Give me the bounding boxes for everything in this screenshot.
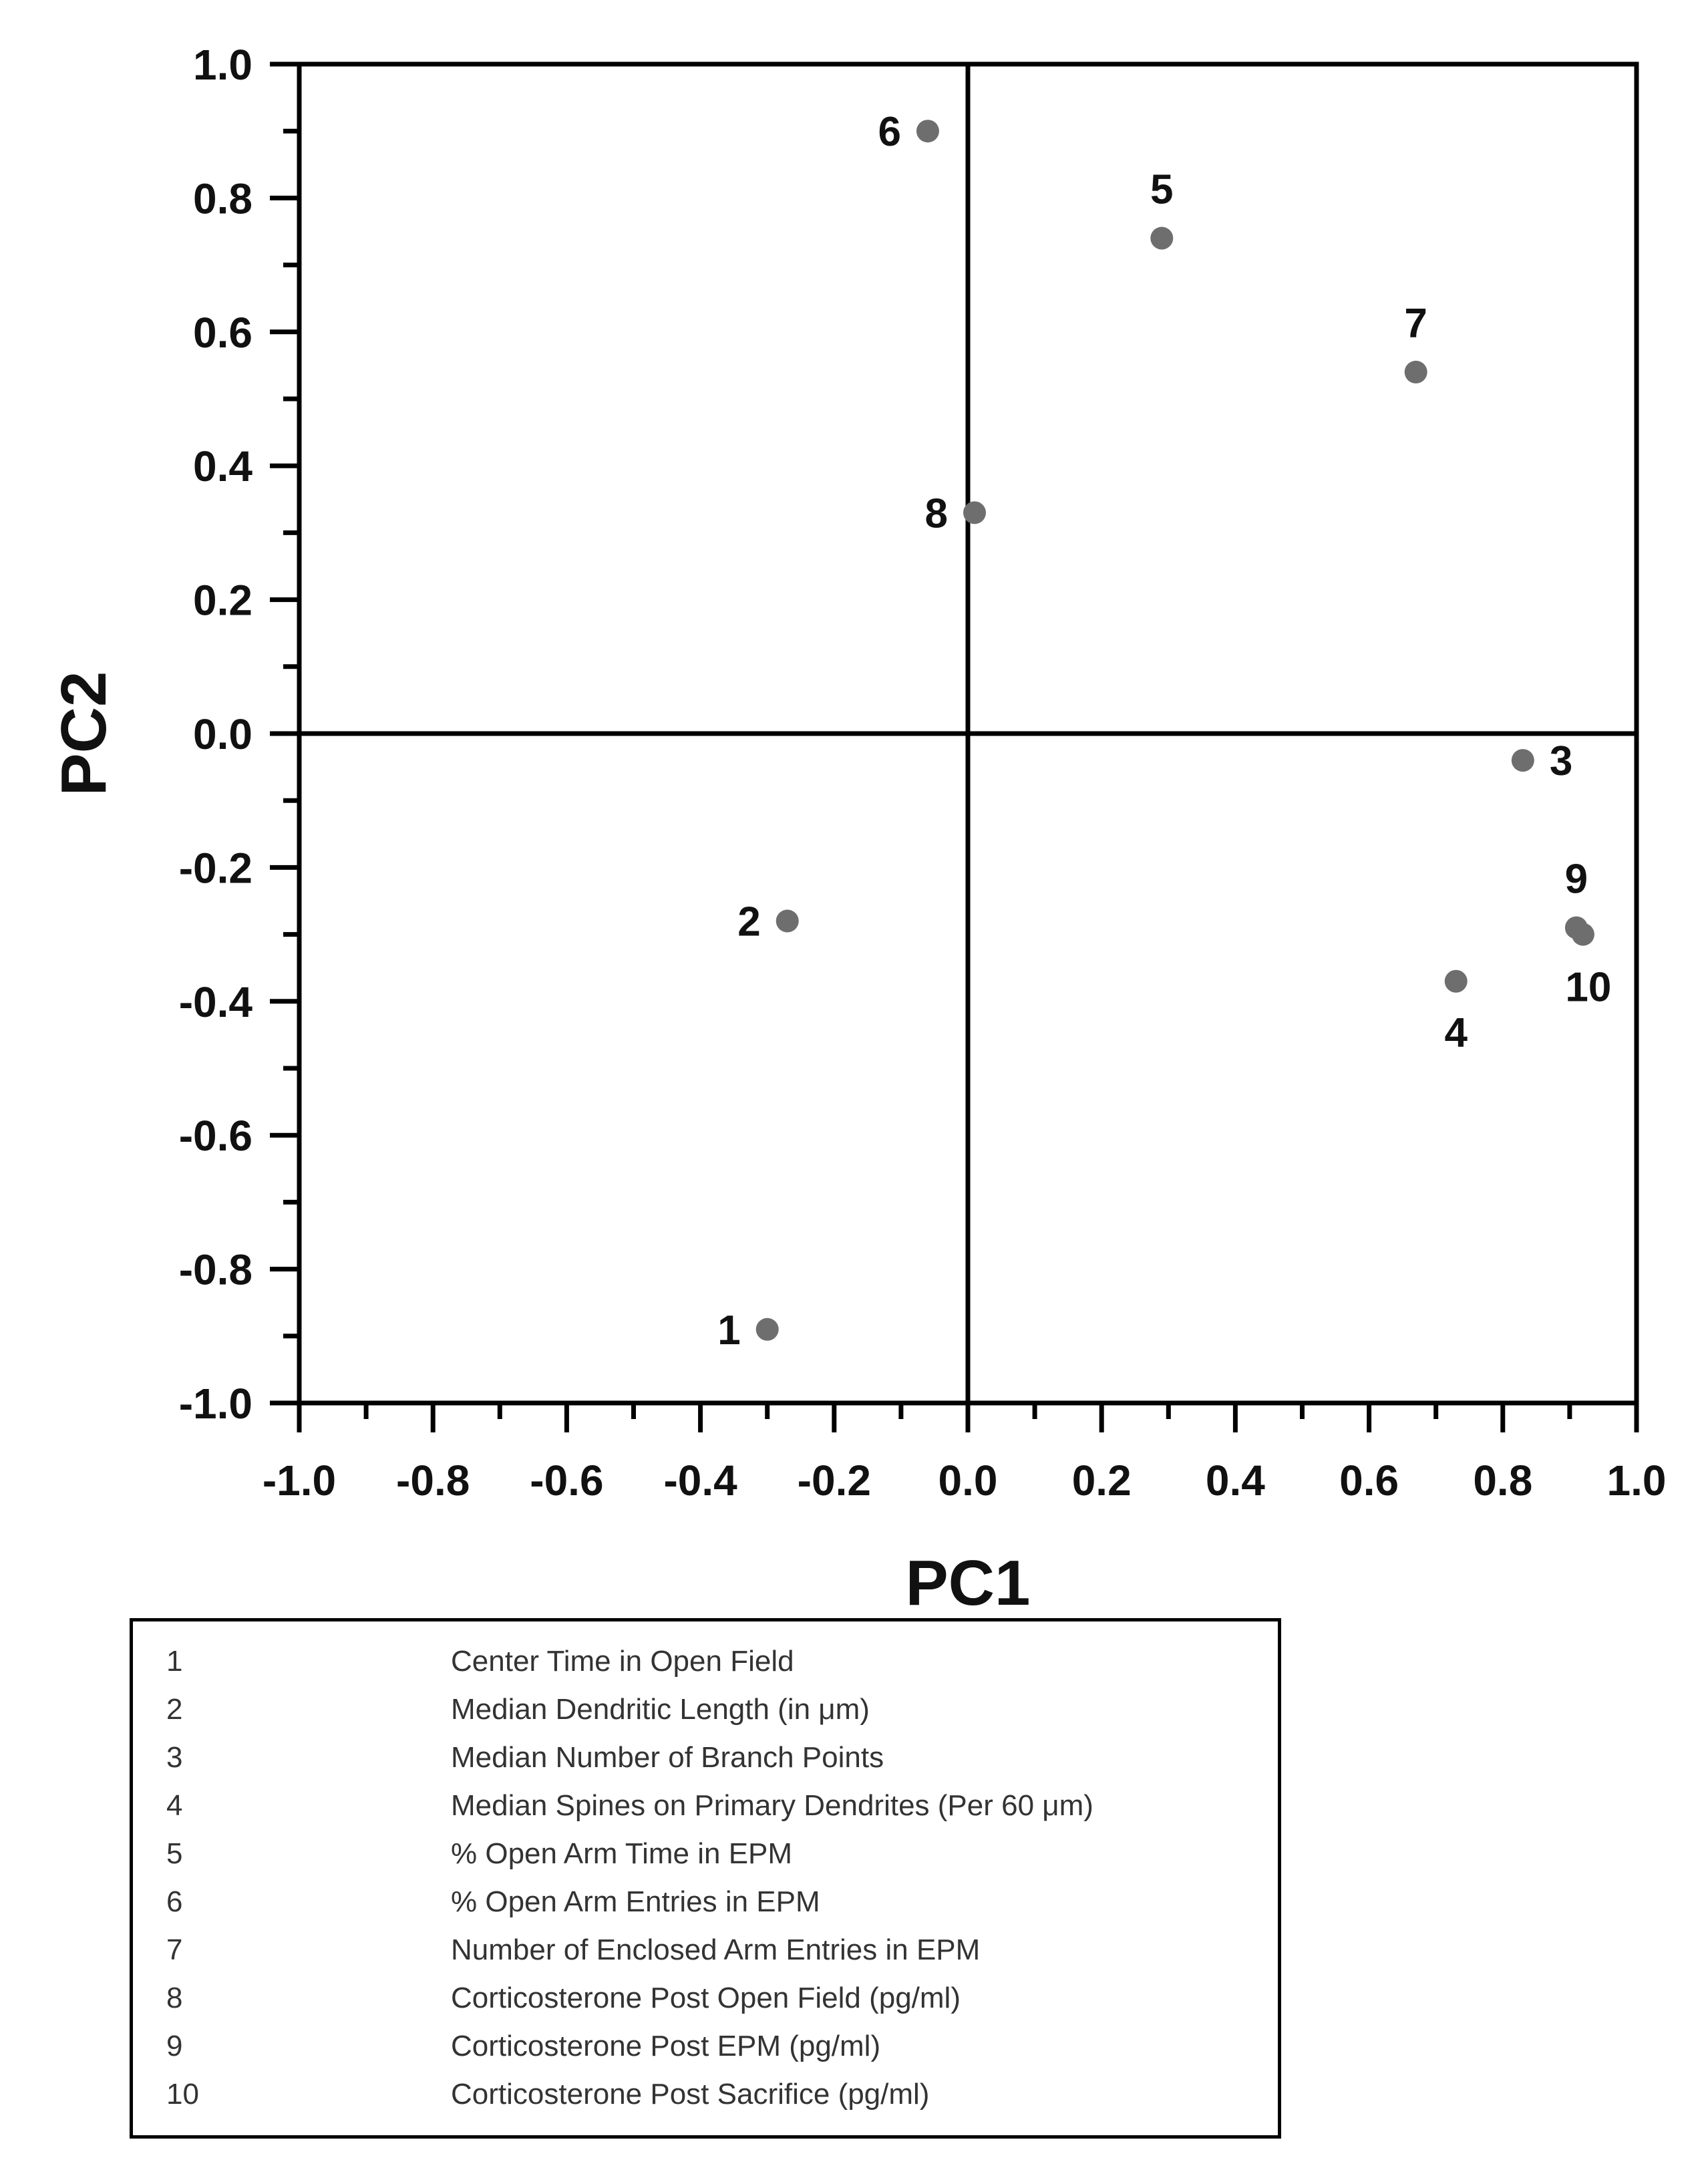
legend-description: Median Number of Branch Points — [451, 1741, 884, 1774]
point-label: 7 — [1404, 301, 1427, 347]
y-tick-label: -0.6 — [179, 1112, 252, 1160]
axis-ticks — [270, 61, 1639, 1432]
x-tick-label: 0.0 — [938, 1456, 998, 1505]
legend-description: % Open Arm Entries in EPM — [451, 1885, 820, 1918]
legend-row: 2 Median Dendritic Length (in μm) — [133, 1686, 1278, 1734]
y-tick-label: 0.8 — [193, 174, 252, 222]
legend-description: Number of Enclosed Arm Entries in EPM — [451, 1933, 981, 1966]
x-tick-label: 0.2 — [1072, 1456, 1132, 1505]
x-tick-label: 1.0 — [1607, 1456, 1667, 1505]
legend-row: 4 Median Spines on Primary Dendrites (Per… — [133, 1782, 1278, 1830]
x-tick-label: -1.0 — [263, 1456, 336, 1505]
x-tick-label: -0.8 — [396, 1456, 470, 1505]
reference-lines — [299, 64, 1637, 1403]
point-label: 3 — [1550, 738, 1572, 784]
legend-row: 10 Corticosterone Post Sacrifice (pg/ml) — [133, 2070, 1278, 2119]
legend-number: 8 — [166, 1982, 183, 2014]
y-tick-label: 0.6 — [193, 309, 252, 357]
legend-description: Median Spines on Primary Dendrites (Per … — [451, 1789, 1093, 1822]
legend-number: 6 — [166, 1885, 183, 1918]
y-tick-label: 0.0 — [193, 710, 252, 758]
legend-box: 1 Center Time in Open Field 2 Median Dendri… — [130, 1618, 1281, 2139]
axis-tick-labels: -1.0 -0.8 -0.6 -0.4 -0.2 0.0 0.2 0.4 0.6 0.8 1.0 1.… — [179, 41, 1667, 1505]
x-tick-label: -0.4 — [663, 1456, 737, 1505]
x-tick-label: -0.6 — [530, 1456, 603, 1505]
point-label: 8 — [925, 490, 948, 536]
legend-description: % Open Arm Time in EPM — [451, 1837, 793, 1870]
point-label: 2 — [737, 899, 760, 945]
x-tick-label: -0.2 — [798, 1456, 871, 1505]
x-tick-label: 0.6 — [1339, 1456, 1399, 1505]
y-tick-label: 0.2 — [193, 577, 252, 625]
legend-description: Median Dendritic Length (in μm) — [451, 1693, 870, 1726]
point-label: 5 — [1150, 167, 1173, 213]
data-point — [1444, 969, 1468, 993]
legend-number: 2 — [166, 1693, 183, 1726]
legend-number: 10 — [166, 2078, 199, 2111]
x-tick-label: 0.8 — [1473, 1456, 1532, 1505]
legend-description: Corticosterone Post EPM (pg/ml) — [451, 2030, 881, 2062]
point-label: 4 — [1444, 1010, 1468, 1056]
legend-row: 3 Median Number of Branch Points — [133, 1734, 1278, 1782]
scatter-chart: PC2 PC1 -1.0 -0.8 -0.6 -0.4 -0.2 0.0 0.2 0.4 0.6… — [48, 41, 1667, 1617]
y-tick-label: -0.4 — [179, 978, 253, 1026]
data-points: 1 2 3 4 5 6 7 8 9 10 — [717, 109, 1611, 1354]
x-tick-label: 0.4 — [1206, 1456, 1265, 1505]
legend-description: Center Time in Open Field — [451, 1645, 794, 1678]
legend-row: 7 Number of Enclosed Arm Entries in EPM — [133, 1926, 1278, 1974]
x-axis-title: PC1 — [906, 1547, 1031, 1617]
data-point — [963, 501, 987, 524]
point-label: 1 — [717, 1307, 740, 1354]
data-point — [1511, 749, 1534, 772]
y-tick-label: -0.2 — [179, 844, 252, 892]
legend-description: Corticosterone Post Sacrifice (pg/ml) — [451, 2078, 930, 2111]
legend-row: 9 Corticosterone Post EPM (pg/ml) — [133, 2022, 1278, 2070]
point-label: 6 — [878, 109, 900, 155]
legend-number: 9 — [166, 2030, 183, 2062]
legend-number: 4 — [166, 1789, 183, 1822]
legend-row: 5 % Open Arm Time in EPM — [133, 1830, 1278, 1878]
data-point — [755, 1317, 779, 1341]
data-point — [916, 120, 939, 143]
y-tick-label: 0.4 — [193, 442, 252, 490]
y-tick-label: -0.8 — [179, 1246, 252, 1294]
y-tick-label: 1.0 — [193, 41, 252, 89]
legend-number: 3 — [166, 1741, 183, 1774]
y-axis-title-group: PC2 — [48, 671, 120, 796]
legend-row: 1 Center Time in Open Field — [133, 1638, 1278, 1686]
data-point — [776, 909, 799, 933]
y-axis-title: PC2 — [48, 671, 120, 796]
plot-frame — [297, 61, 1639, 1406]
data-point — [1404, 360, 1427, 383]
y-tick-label: -1.0 — [179, 1380, 252, 1428]
legend-number: 5 — [166, 1837, 183, 1870]
data-point — [1571, 923, 1594, 946]
legend-number: 7 — [166, 1933, 183, 1966]
legend-row: 8 Corticosterone Post Open Field (pg/ml) — [133, 1974, 1278, 2022]
data-point — [1150, 226, 1174, 250]
point-label: 9 — [1565, 857, 1588, 903]
legend-number: 1 — [166, 1645, 183, 1678]
point-label: 10 — [1565, 965, 1611, 1011]
legend-description: Corticosterone Post Open Field (pg/ml) — [451, 1982, 961, 2014]
legend-row: 6 % Open Arm Entries in EPM — [133, 1878, 1278, 1926]
